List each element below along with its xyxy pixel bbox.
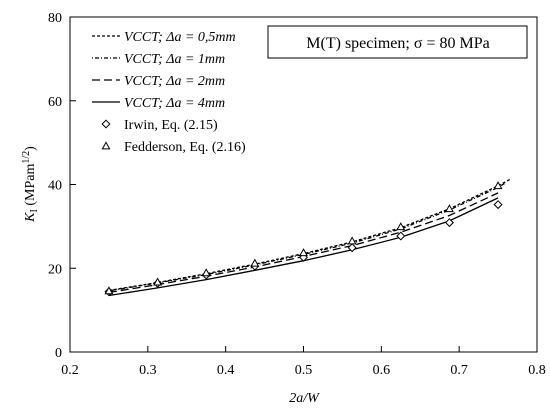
y-axis-label-unit-close: ) <box>23 146 38 151</box>
triangle-marker <box>250 258 260 267</box>
series-line-2 <box>108 192 499 294</box>
y-axis-label-subscript: I <box>29 209 40 212</box>
triangle-marker <box>396 222 406 231</box>
y-tick-label: 80 <box>48 11 62 26</box>
triangle-marker <box>201 268 211 277</box>
plot-frame <box>69 16 538 353</box>
x-ticks: 0.2 0.3 0.4 0.5 0.6 0.7 0.8 <box>61 346 546 378</box>
y-tick-label: 40 <box>48 179 62 194</box>
legend-label-0: VCCT; Δa = 0,5mm <box>124 30 236 45</box>
x-axis-label: 2a/W <box>289 391 320 406</box>
x-tick-label: 0.5 <box>295 363 313 378</box>
series-line-0 <box>108 178 511 292</box>
x-tick-label: 0.8 <box>528 363 546 378</box>
annotation-text: M(T) specimen; σ = 80 MPa <box>306 35 489 52</box>
triangle-marker <box>347 236 357 245</box>
triangle-marker <box>153 277 163 286</box>
x-tick-label: 0.4 <box>217 363 235 378</box>
diamond-marker <box>396 231 406 241</box>
y-tick-label: 0 <box>55 346 62 361</box>
legend-label-5: Fedderson, Eq. (2.16) <box>124 140 246 155</box>
legend: VCCT; Δa = 0,5mm VCCT; Δa = 1mm VCCT; Δa =… <box>92 30 246 155</box>
y-tick-label: 20 <box>48 262 62 277</box>
diamond-marker <box>493 200 503 210</box>
legend-label-2: VCCT; Δa = 2mm <box>124 74 225 89</box>
triangle-marker <box>101 141 111 150</box>
series-line-1 <box>108 182 507 292</box>
diamond-marker <box>101 119 111 129</box>
y-ticks: 0 20 40 60 80 <box>48 11 76 361</box>
diamond-marker <box>444 218 454 228</box>
y-tick-label: 60 <box>48 95 62 110</box>
series-group <box>104 178 511 297</box>
y-axis-label-symbol: K <box>23 212 38 223</box>
annotation-box <box>267 25 528 59</box>
x-tick-label: 0.3 <box>139 363 157 378</box>
legend-label-1: VCCT; Δa = 1mm <box>124 52 225 67</box>
y-axis-label: KI (MPam1/2) <box>21 146 40 223</box>
legend-label-4: Irwin, Eq. (2.15) <box>124 118 218 133</box>
x-tick-label: 0.2 <box>61 363 79 378</box>
x-tick-label: 0.6 <box>373 363 391 378</box>
x-tick-label: 0.7 <box>450 363 468 378</box>
triangle-marker <box>104 286 114 295</box>
diamond-marker <box>347 243 357 253</box>
series-markers-5 <box>104 181 503 295</box>
triangle-marker <box>444 204 454 213</box>
y-axis-label-unit-superscript: 1/2 <box>21 151 32 164</box>
legend-label-3: VCCT; Δa = 4mm <box>124 96 225 111</box>
y-axis-label-unit: (MPam <box>23 164 38 210</box>
triangle-marker <box>299 248 308 257</box>
triangle-marker <box>493 181 503 190</box>
